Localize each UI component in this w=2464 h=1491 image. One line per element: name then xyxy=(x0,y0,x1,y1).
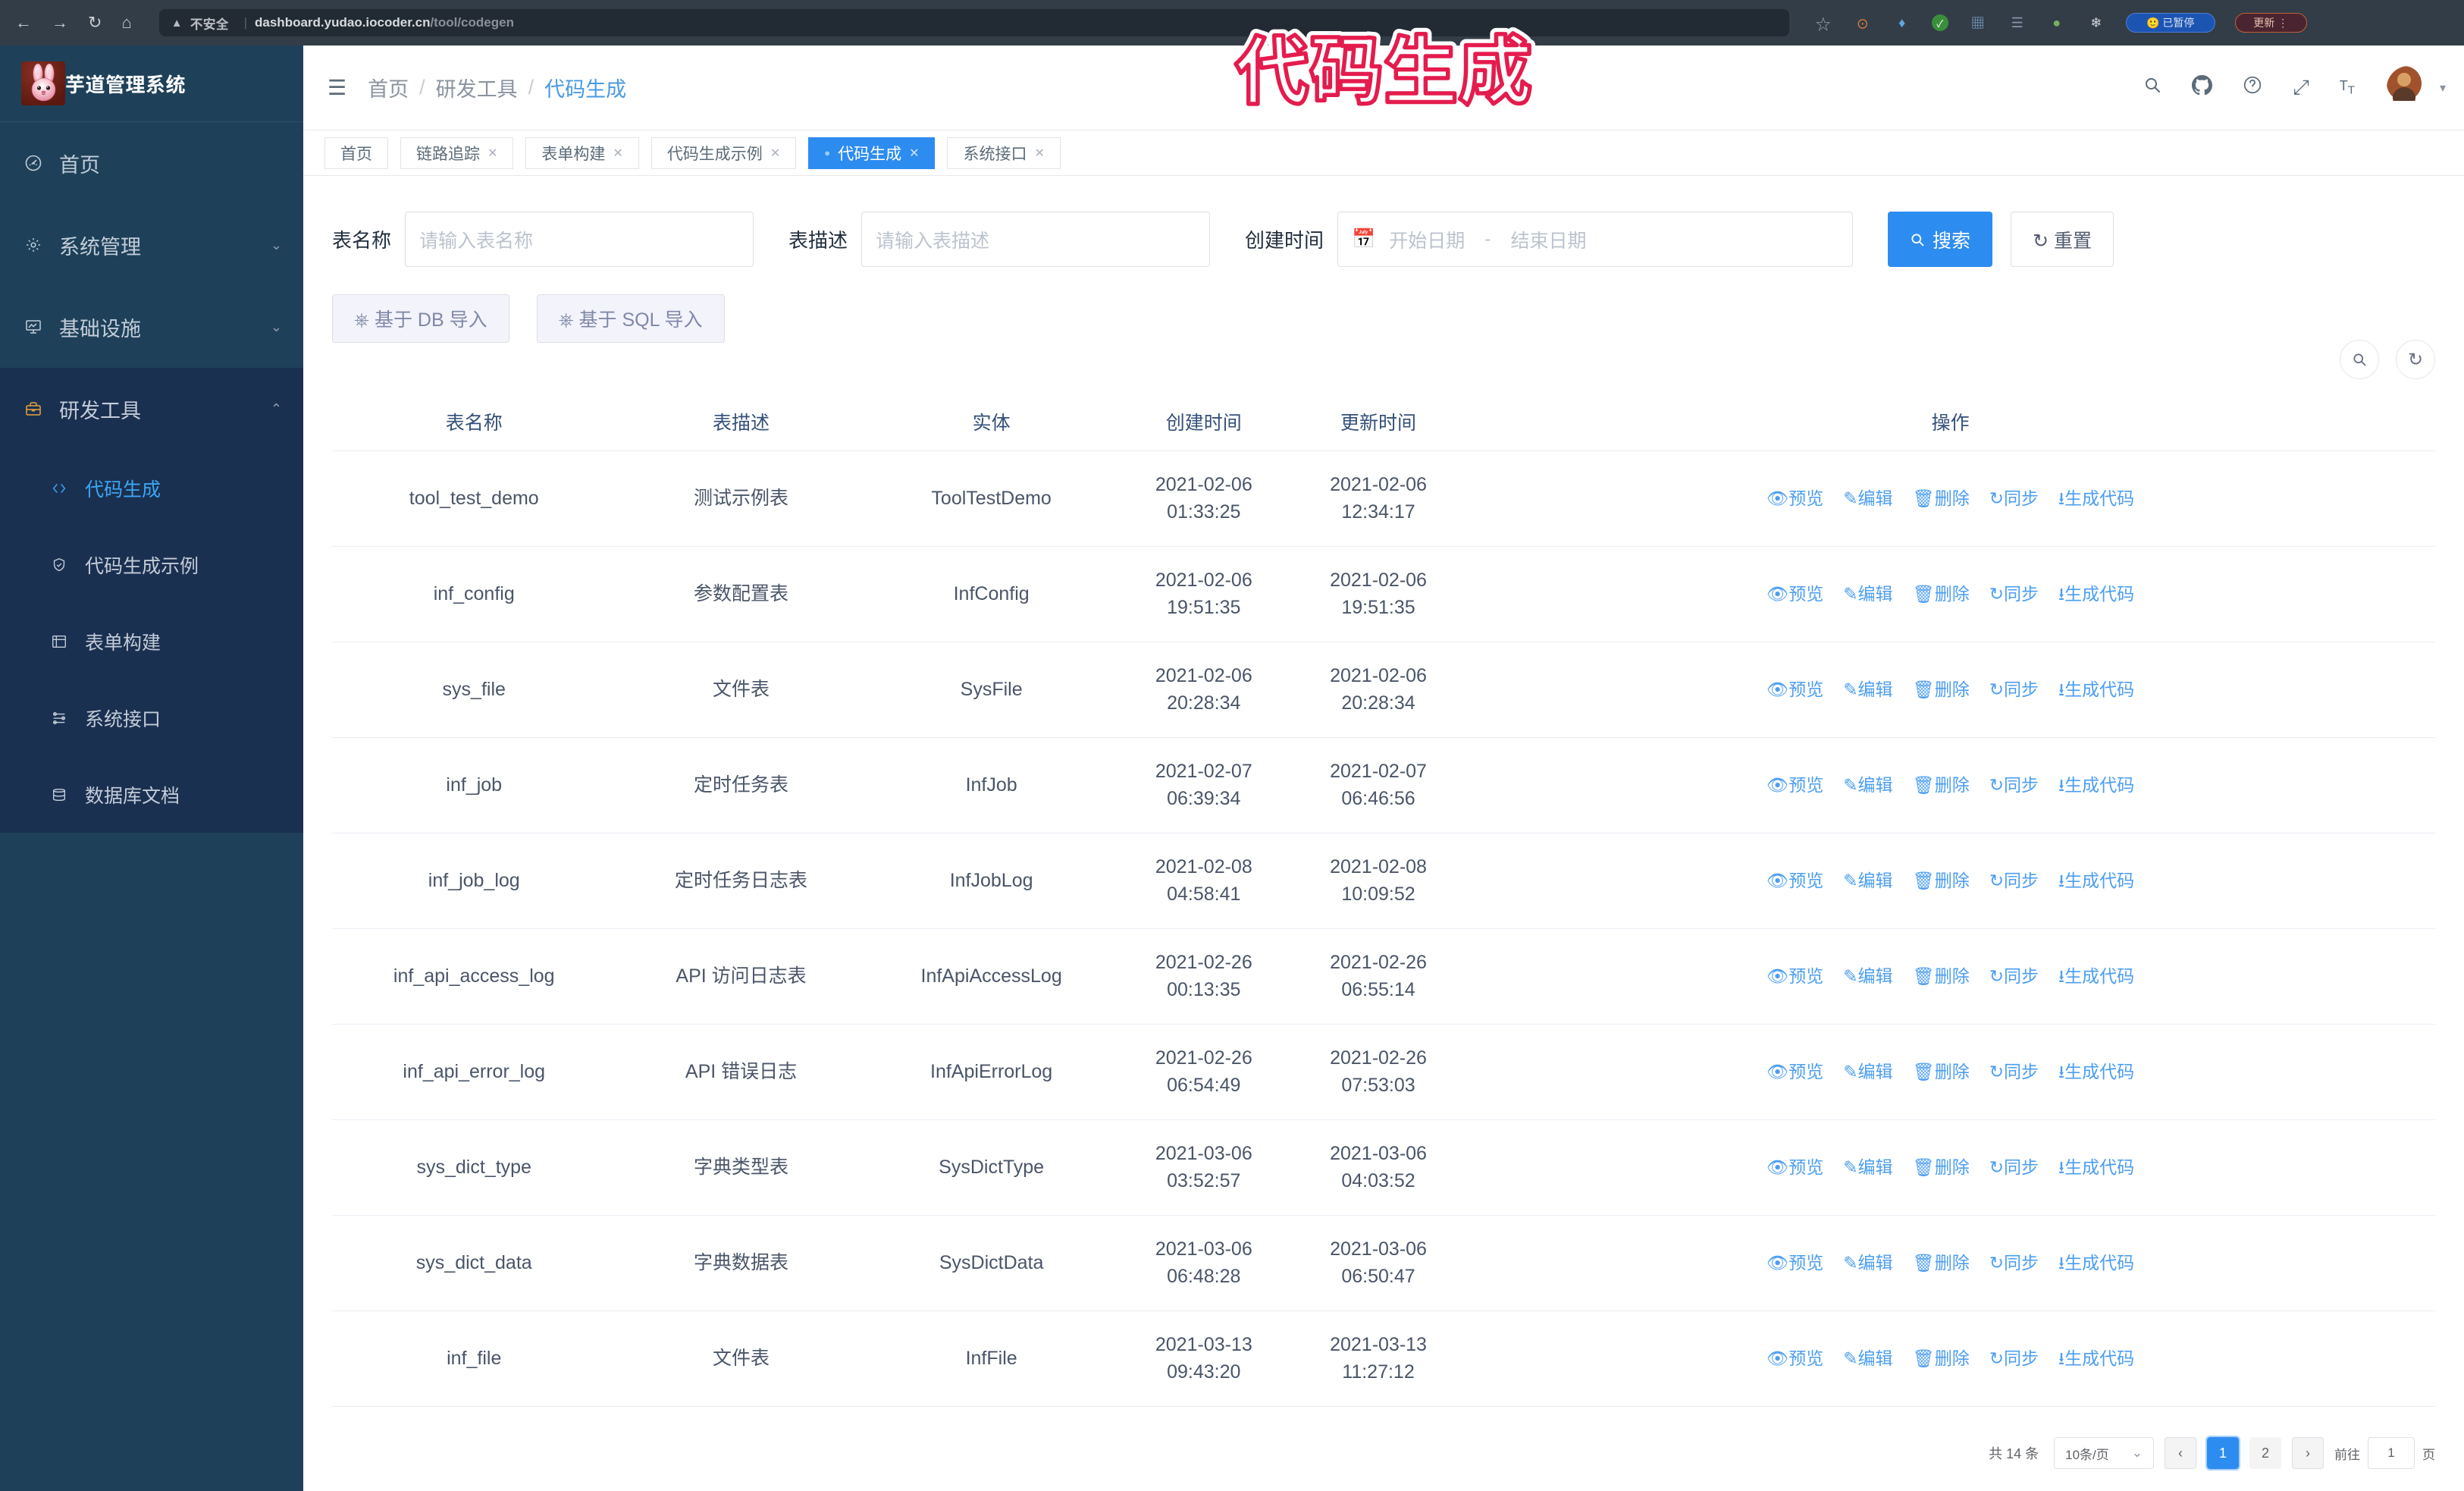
svg-text:代码生成: 代码生成 xyxy=(1235,30,1532,113)
